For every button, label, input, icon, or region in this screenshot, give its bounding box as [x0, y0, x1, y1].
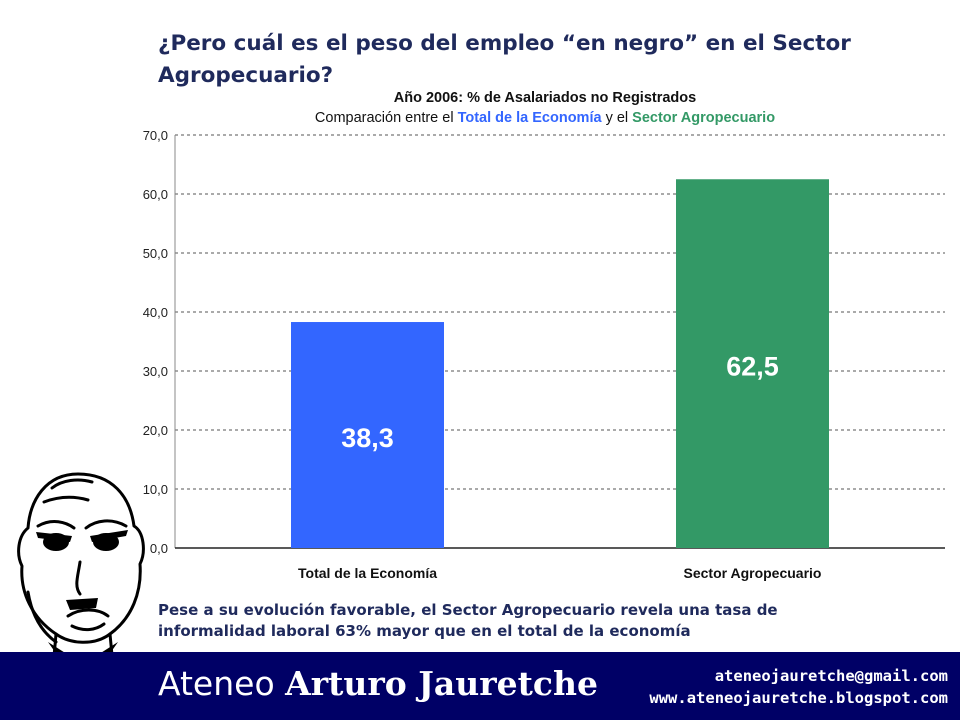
subtitle-prefix: Comparación entre el — [314, 110, 458, 126]
y-tick-label: 20,0 — [143, 423, 168, 438]
footer-brand: Ateneo Arturo Jauretche — [158, 662, 598, 706]
bar — [676, 179, 829, 548]
x-category-label: Total de la Economía — [298, 565, 437, 581]
y-tick-label: 30,0 — [143, 364, 168, 379]
y-tick-label: 70,0 — [143, 128, 168, 143]
y-tick-label: 0,0 — [150, 541, 168, 556]
contact-email: ateneojauretche@gmail.com — [714, 667, 948, 685]
footer-bar — [0, 652, 960, 720]
bar — [291, 322, 444, 548]
subtitle-middle: y el — [601, 110, 633, 126]
subtitle-economy: Total de la Economía — [457, 110, 602, 126]
subtitle-agro: Sector Agropecuario — [632, 110, 776, 126]
bar-value-label: 62,5 — [726, 352, 779, 382]
slide-caption: Pese a su evolución favorable, el Sector… — [158, 601, 778, 640]
footer-contact: ateneojauretche@gmail.com www.ateneojaur… — [649, 665, 948, 709]
brand-first-word: Ateneo — [158, 664, 286, 703]
y-tick-label: 50,0 — [143, 246, 168, 261]
brand-name: Arturo Jauretche — [285, 664, 598, 703]
y-tick-label: 40,0 — [143, 305, 168, 320]
chart-subtitle: Comparación entre el Total de la Economí… — [0, 110, 960, 126]
slide-title: ¿Pero cuál es el peso del empleo “en neg… — [158, 31, 851, 88]
contact-website: www.ateneojauretche.blogspot.com — [649, 689, 948, 707]
y-tick-label: 60,0 — [143, 187, 168, 202]
chart-title: Año 2006: % de Asalariados no Registrado… — [393, 90, 697, 106]
bar-value-label: 38,3 — [341, 423, 394, 453]
x-category-label: Sector Agropecuario — [684, 565, 822, 581]
bar-chart: 0,0 10,0 20,0 30,0 40,0 50,0 60,0 70,0 38,3 Total… — [143, 128, 945, 581]
y-tick-label: 10,0 — [143, 482, 168, 497]
